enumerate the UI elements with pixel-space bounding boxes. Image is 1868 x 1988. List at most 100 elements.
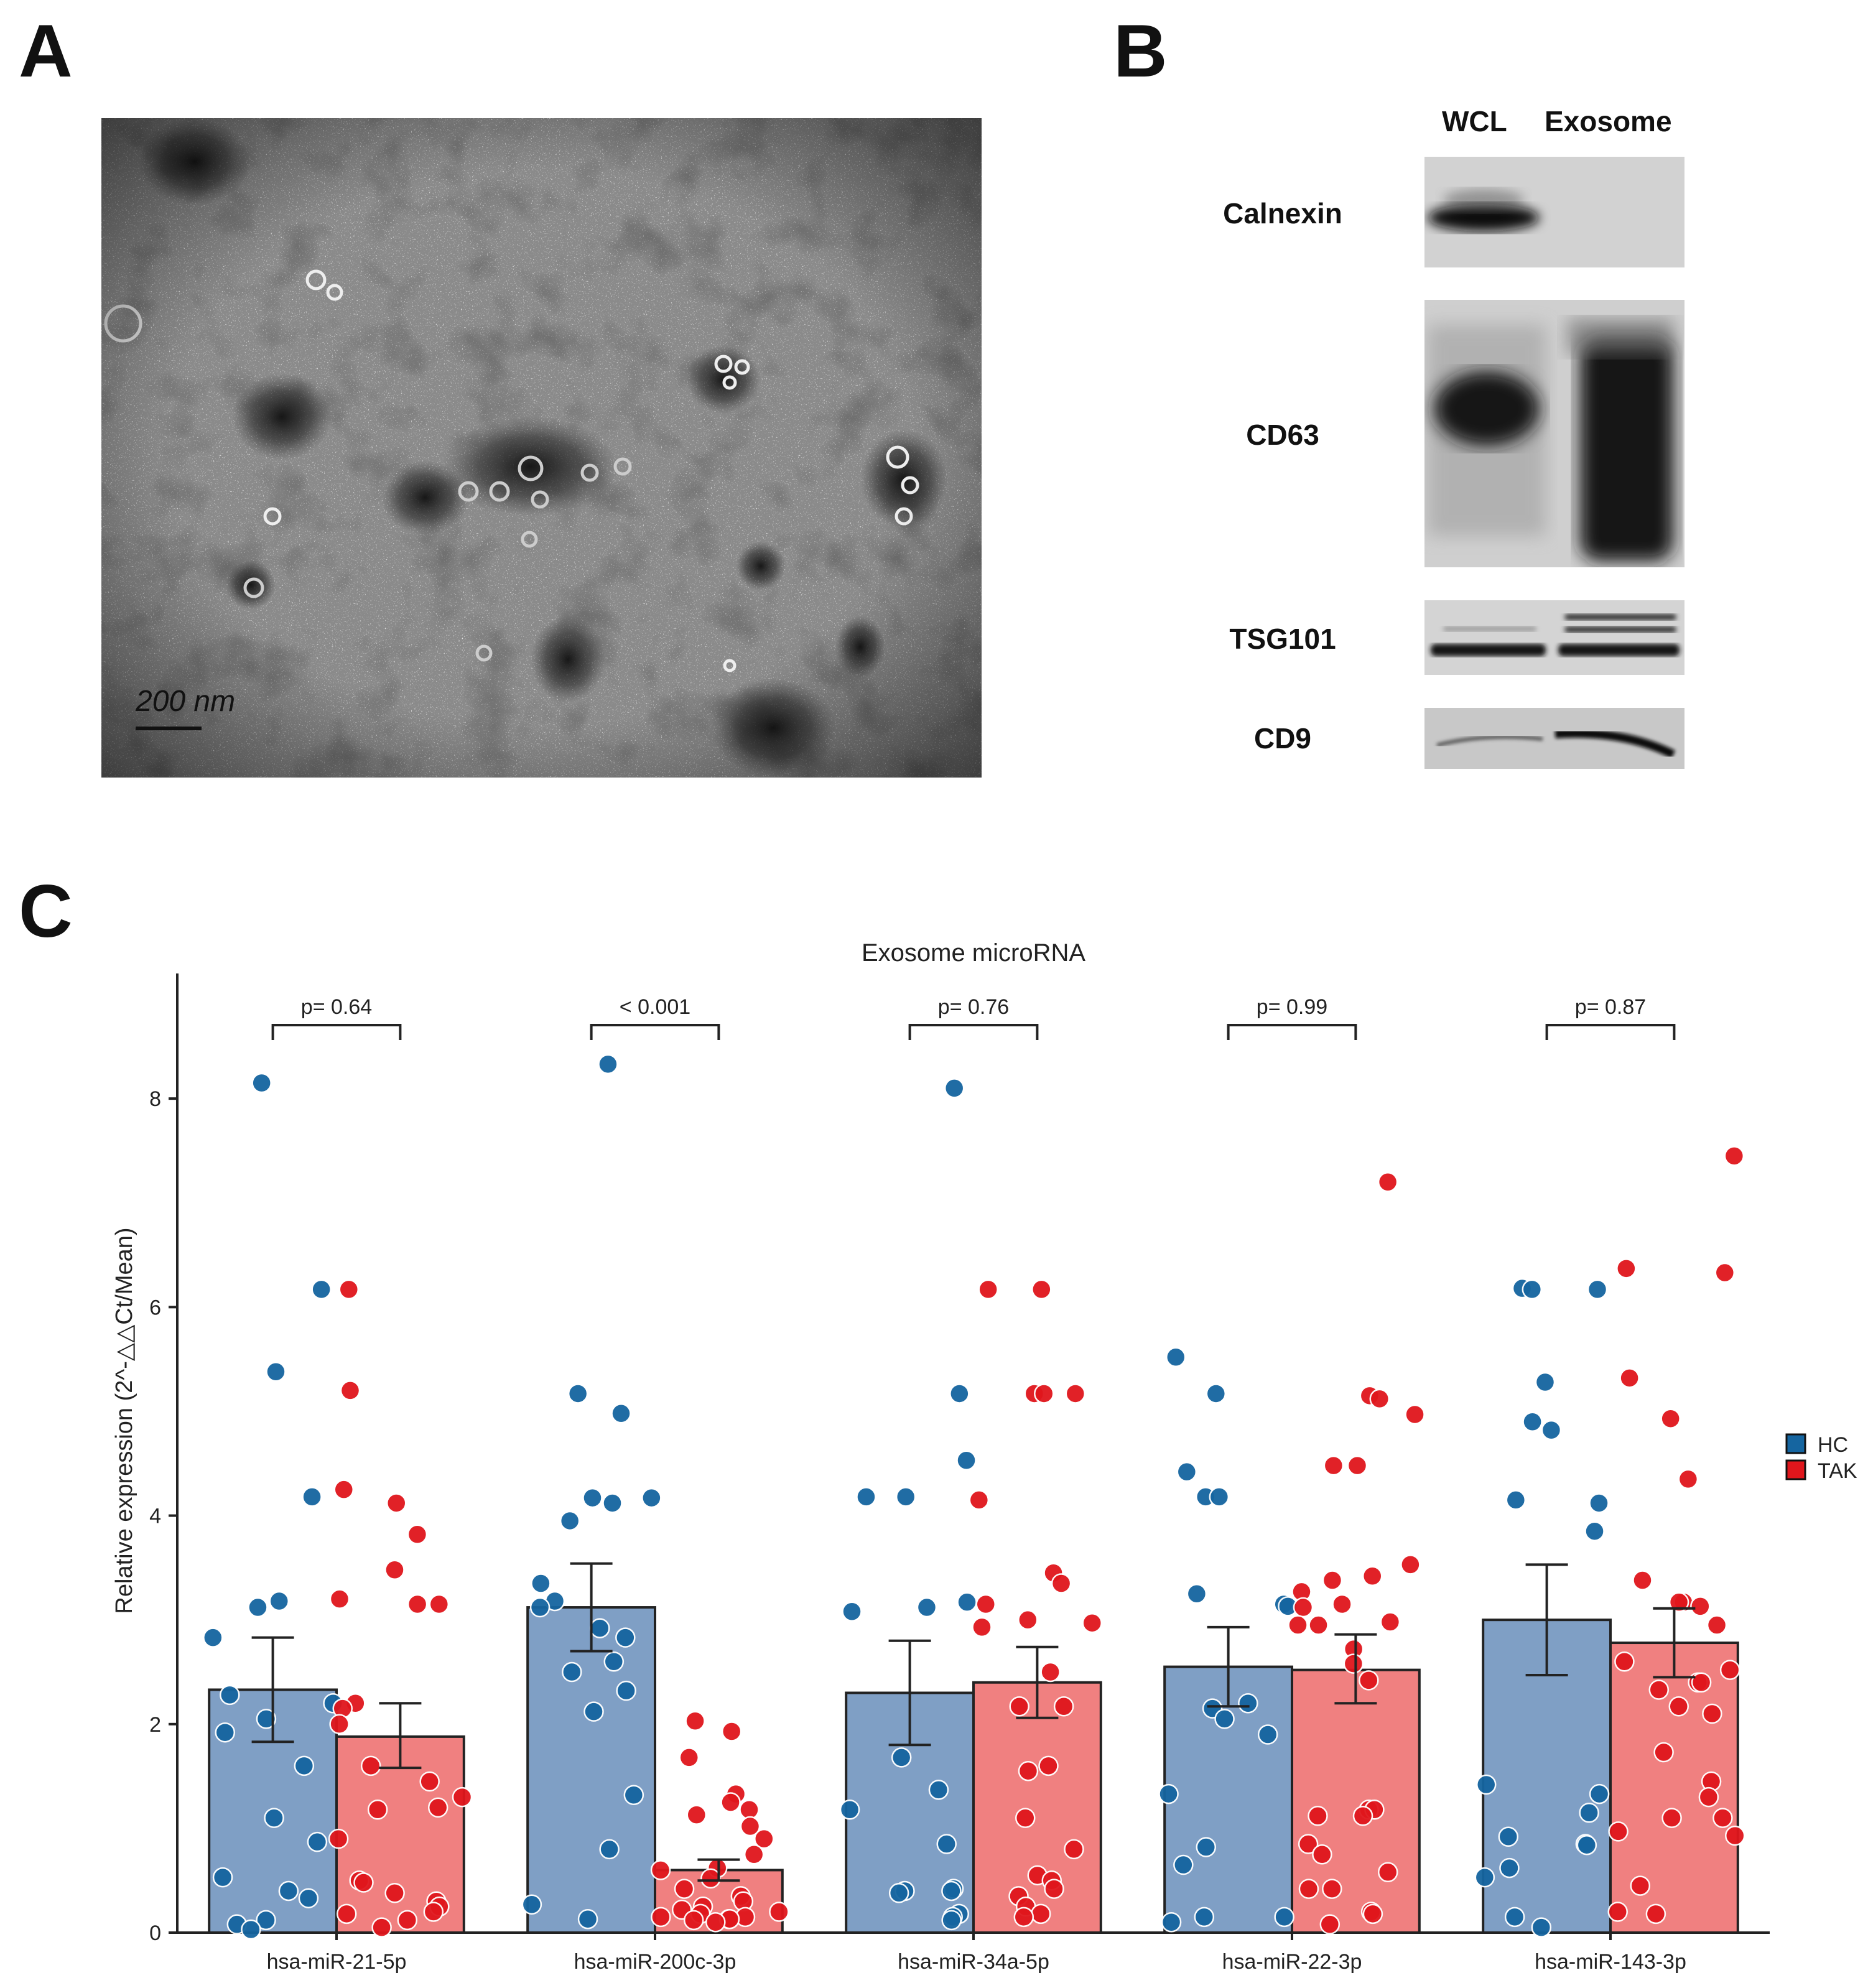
- point-tak: [386, 1493, 407, 1513]
- point-hc: [1196, 1837, 1217, 1857]
- point-hc: [1535, 1372, 1556, 1393]
- point-hc: [1531, 1917, 1552, 1938]
- bar-hc: [526, 1606, 657, 1934]
- point-tak: [1690, 1596, 1711, 1617]
- blot-strip-calnexin: [1424, 157, 1684, 267]
- point-tak: [407, 1524, 428, 1544]
- p-value-label: p= 0.76: [938, 995, 1009, 1019]
- point-hc: [1576, 1834, 1597, 1856]
- point-tak: [978, 1279, 998, 1300]
- point-hc: [1161, 1911, 1182, 1933]
- y-tick-label: 6: [149, 1296, 161, 1319]
- point-tak: [1332, 1594, 1352, 1615]
- point-tak: [1038, 1755, 1059, 1777]
- legend-swatch-tak: [1785, 1459, 1806, 1480]
- point-tak: [700, 1868, 721, 1889]
- point-tak: [972, 1617, 992, 1638]
- point-tak: [427, 1797, 448, 1818]
- point-tak: [739, 1799, 760, 1820]
- point-hc: [944, 1078, 965, 1099]
- point-tak: [329, 1714, 350, 1735]
- point-hc: [1499, 1857, 1520, 1879]
- legend: HC TAK: [1785, 1433, 1857, 1483]
- point-tak: [1377, 1862, 1398, 1883]
- point-tak: [1308, 1615, 1329, 1635]
- point-tak: [1653, 1742, 1674, 1763]
- point-hc: [1176, 1461, 1197, 1482]
- point-hc: [582, 1487, 603, 1508]
- point-tak: [1051, 1573, 1072, 1594]
- point-tak: [1724, 1825, 1745, 1846]
- point-hc: [307, 1831, 328, 1852]
- significance-bracket: [1545, 1024, 1676, 1040]
- point-tak: [1018, 1609, 1038, 1630]
- point-hc: [842, 1601, 862, 1622]
- point-tak: [1405, 1404, 1425, 1425]
- panel-label-c: C: [19, 870, 73, 953]
- point-tak: [1064, 1839, 1084, 1860]
- point-tak: [650, 1860, 671, 1880]
- lane-label-wcl: WCL: [1442, 105, 1507, 137]
- blot-strip-tsg101: [1424, 600, 1684, 675]
- point-hc: [590, 1618, 610, 1638]
- point-tak: [1616, 1258, 1637, 1279]
- point-tak: [1347, 1455, 1368, 1476]
- point-hc: [531, 1573, 551, 1594]
- point-hc: [611, 1403, 631, 1424]
- point-hc: [623, 1785, 644, 1806]
- point-tak: [423, 1902, 444, 1922]
- legend-swatch-hc: [1785, 1433, 1806, 1454]
- point-tak: [1308, 1806, 1328, 1826]
- point-tak: [429, 1594, 450, 1615]
- point-hc: [562, 1661, 582, 1683]
- point-tak: [1009, 1696, 1029, 1717]
- point-hc: [1158, 1783, 1179, 1805]
- point-tak: [1691, 1672, 1712, 1693]
- point-hc: [1257, 1724, 1278, 1745]
- point-tak: [1369, 1388, 1390, 1410]
- point-hc: [1584, 1521, 1605, 1541]
- point-tak: [1702, 1703, 1722, 1724]
- point-tak: [1040, 1661, 1061, 1683]
- significance-bracket: [271, 1024, 402, 1040]
- point-tak: [1661, 1808, 1682, 1828]
- panel-label-b: B: [1113, 9, 1168, 93]
- point-tak: [743, 1844, 764, 1865]
- point-hc: [1589, 1493, 1609, 1513]
- error-bars-layer: [251, 1562, 1696, 1882]
- point-tak: [1678, 1469, 1699, 1490]
- point-tak: [1322, 1879, 1342, 1899]
- significance-bracket: [908, 1024, 1039, 1040]
- point-hc: [839, 1799, 860, 1820]
- point-hc: [1209, 1487, 1230, 1507]
- point-hc: [598, 1054, 618, 1075]
- point-tak: [338, 1279, 360, 1300]
- point-tak: [384, 1559, 405, 1580]
- point-hc: [583, 1701, 604, 1722]
- point-tak: [1013, 1907, 1034, 1928]
- point-tak: [686, 1805, 707, 1825]
- point-hc: [1214, 1709, 1235, 1729]
- point-hc: [521, 1894, 542, 1915]
- point-hc: [256, 1910, 276, 1931]
- point-hc: [1206, 1383, 1227, 1404]
- point-tak: [333, 1479, 355, 1500]
- point-tak: [1668, 1592, 1689, 1612]
- y-axis-label: Relative expression (2^-△△Ct/Mean): [111, 1227, 137, 1614]
- x-tick-label: hsa-miR-22-3p: [1222, 1950, 1362, 1974]
- point-hc: [567, 1383, 588, 1404]
- point-hc: [1589, 1783, 1610, 1805]
- point-hc: [941, 1880, 962, 1902]
- significance-bracket: [1227, 1024, 1357, 1040]
- y-tick-label: 0: [149, 1921, 161, 1945]
- point-tak: [1065, 1383, 1086, 1404]
- point-tak: [674, 1879, 695, 1899]
- point-tak: [721, 1721, 742, 1742]
- point-tak: [1632, 1570, 1653, 1591]
- point-tak: [1322, 1570, 1343, 1591]
- point-tak: [1082, 1612, 1103, 1633]
- p-value-label: < 0.001: [620, 995, 690, 1019]
- point-hc: [916, 1597, 937, 1618]
- point-hc: [251, 1072, 272, 1094]
- point-hc: [928, 1780, 949, 1800]
